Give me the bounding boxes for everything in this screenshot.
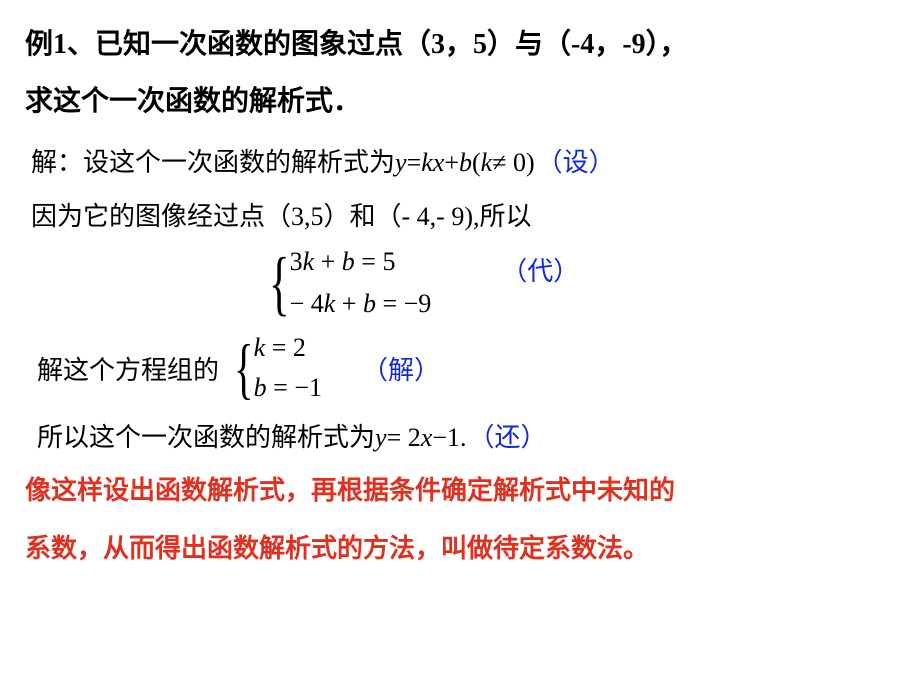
step3-label: （解） <box>362 350 440 387</box>
result-k: k = 2 <box>254 333 322 363</box>
step4-eq: = 2 <box>387 423 421 453</box>
step-conclude: 所以这个一次函数的解析式为 y = 2 x −1. （还） <box>37 417 895 454</box>
eq2: − 4k + b = −9 <box>290 289 432 319</box>
eq1: 3k + b = 5 <box>290 247 432 277</box>
brace-left-1: { 3k + b = 5 − 4k + b = −9 <box>255 247 431 319</box>
step3-prefix: 解这个方程组的 <box>37 350 219 387</box>
step4-end: −1. <box>432 423 466 453</box>
step-because: 因为它的图像经过点（3,5）和（- 4,- 9),所以 <box>31 194 895 240</box>
problem-line-2: 求这个一次函数的解析式． <box>25 77 895 126</box>
problem-line-1: 例1、已知一次函数的图象过点（3，5）与（-4，-9）， <box>25 20 895 69</box>
step1-prefix: 解：设这个一次函数的解析式为 <box>31 140 395 186</box>
math-b: b <box>459 140 472 186</box>
step4-prefix: 所以这个一次函数的解析式为 <box>37 417 375 454</box>
math-k: k <box>481 140 493 186</box>
definition-block: 像这样设出函数解析式，再根据条件确定解析式中未知的 系数，从而得出函数解析式的方… <box>25 468 895 571</box>
math-cond-open: ( <box>472 140 481 186</box>
math-neq: ≠ 0) <box>492 140 534 186</box>
problem-block: 例1、已知一次函数的图象过点（3，5）与（-4，-9）， 求这个一次函数的解析式… <box>25 20 895 126</box>
step4-y: y <box>375 423 387 453</box>
system-block: { 3k + b = 5 − 4k + b = −9 （代） <box>255 247 895 319</box>
math-eq: = <box>407 140 422 186</box>
math-y: y <box>395 140 407 186</box>
step4-label: （还） <box>468 417 546 454</box>
result-b: b = −1 <box>254 373 322 403</box>
system-label: （代） <box>501 251 579 288</box>
step1-label: （设） <box>537 140 615 186</box>
definition-line-2: 系数，从而得出函数解析式的方法，叫做待定系数法。 <box>25 526 895 572</box>
step4-x: x <box>421 423 433 453</box>
step-set: 解：设这个一次函数的解析式为 y = kx + b ( k ≠ 0) （设） <box>31 140 895 186</box>
definition-line-1: 像这样设出函数解析式，再根据条件确定解析式中未知的 <box>25 468 895 514</box>
math-plus: + <box>444 140 459 186</box>
step-solve: 解这个方程组的 { k = 2 b = −1 （解） <box>37 333 895 403</box>
brace-left-2: { k = 2 b = −1 <box>221 333 322 403</box>
math-kx: kx <box>421 140 444 186</box>
